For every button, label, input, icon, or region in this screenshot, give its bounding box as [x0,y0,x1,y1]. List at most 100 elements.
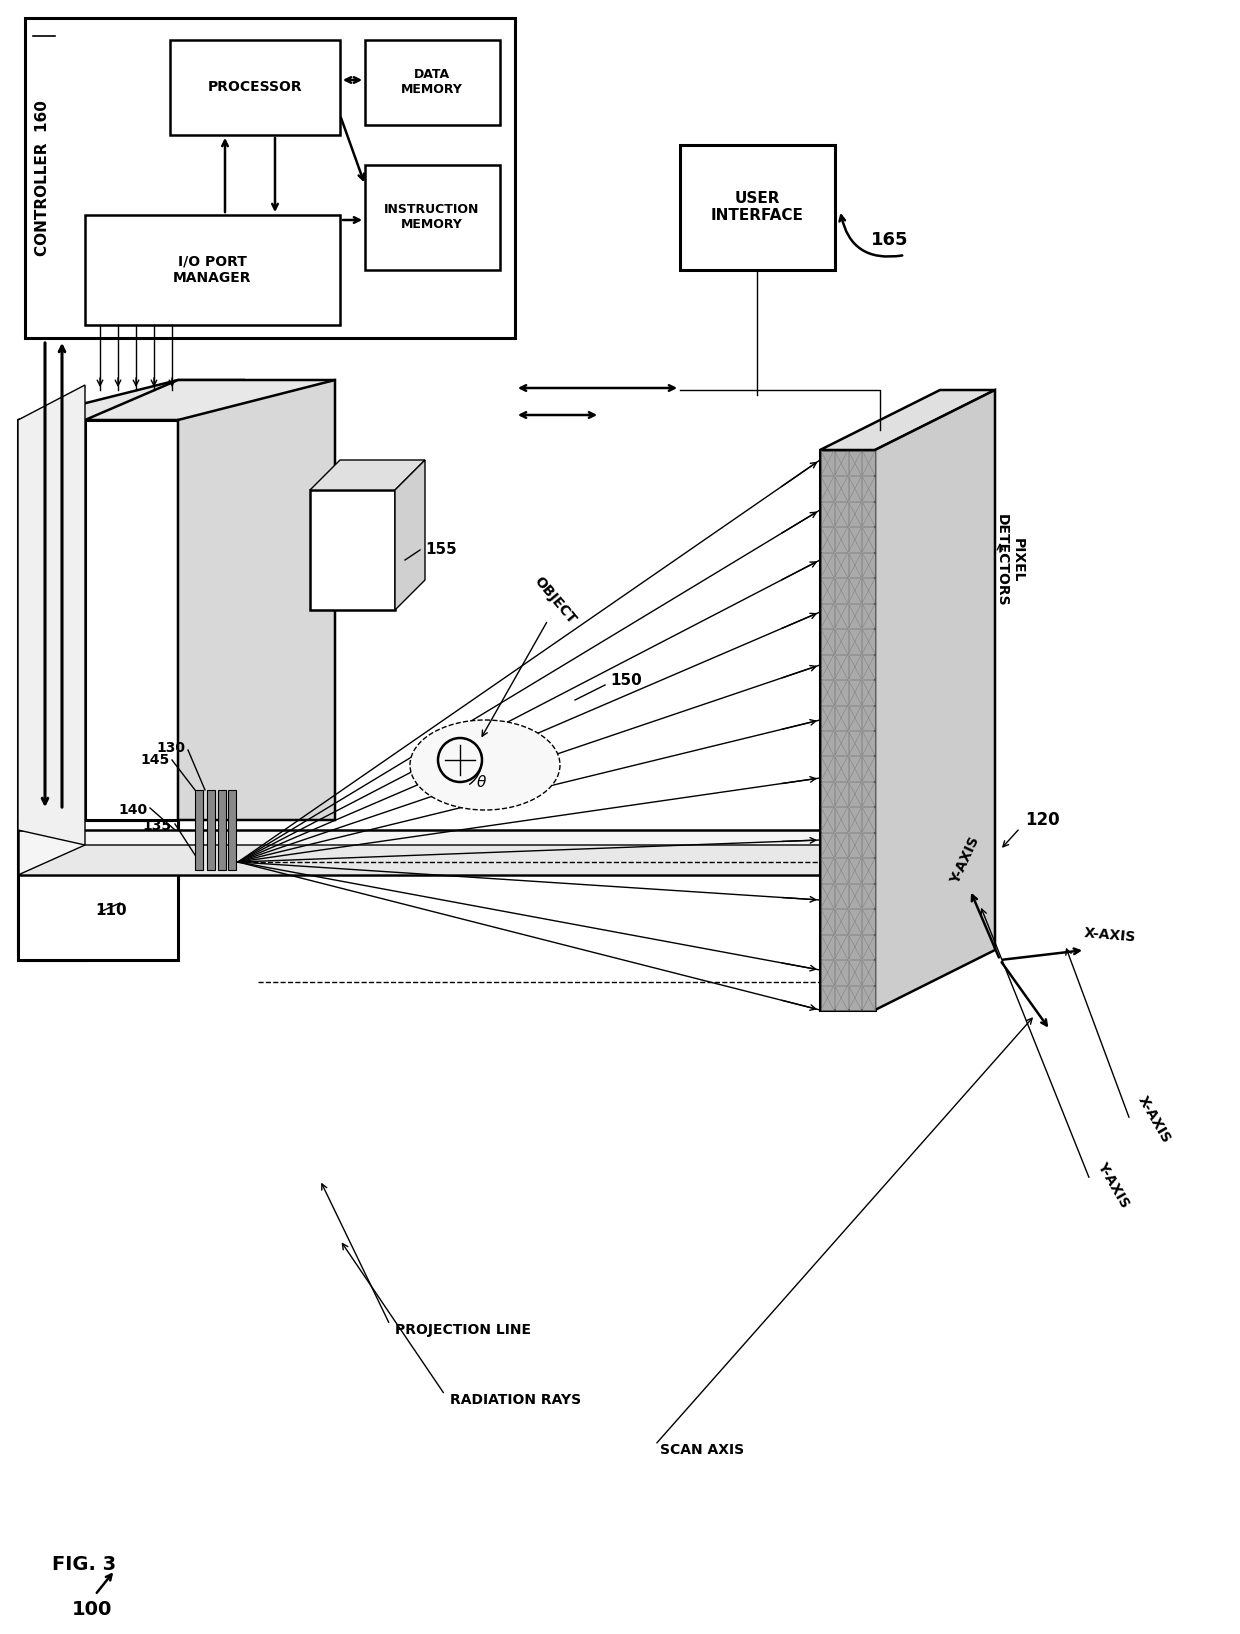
Bar [862,909,875,933]
Polygon shape [86,461,335,500]
Bar [862,451,875,475]
Bar [821,833,833,858]
Bar [862,680,875,704]
Polygon shape [207,789,215,869]
Bar [835,502,847,526]
Text: X-AXIS: X-AXIS [1084,926,1137,944]
Text: CONTROLLER  160: CONTROLLER 160 [36,100,51,257]
Text: 140: 140 [119,802,148,817]
Bar [821,629,833,654]
Polygon shape [19,830,870,874]
Bar [848,528,862,552]
Text: OBJECT: OBJECT [531,574,579,626]
Bar [835,985,847,1010]
Bar [821,858,833,882]
Bar [848,629,862,654]
Bar [835,655,847,680]
Bar [862,730,875,755]
Bar [821,528,833,552]
Polygon shape [19,381,246,420]
Polygon shape [19,845,940,874]
Bar [862,985,875,1010]
Bar [848,909,862,933]
Text: 130: 130 [156,740,185,755]
Bar [848,706,862,730]
Text: RADIATION RAYS: RADIATION RAYS [450,1394,582,1407]
Bar [835,935,847,959]
Text: 150: 150 [610,673,642,688]
Bar [848,680,862,704]
Bar [862,935,875,959]
Bar [835,757,847,781]
Bar [848,858,862,882]
Bar [835,884,847,909]
Bar [862,833,875,858]
Text: 145: 145 [141,753,170,766]
Polygon shape [228,789,236,869]
Bar [835,706,847,730]
Bar [848,655,862,680]
Bar [835,477,847,502]
Bar [821,680,833,704]
Polygon shape [179,381,335,820]
Bar [862,629,875,654]
Text: INSTRUCTION
MEMORY: INSTRUCTION MEMORY [384,203,480,230]
Bar [821,578,833,603]
Text: 100: 100 [72,1600,113,1619]
Bar [86,216,340,325]
Polygon shape [875,391,994,1010]
Bar [848,757,862,781]
Bar [821,706,833,730]
Bar [365,39,500,124]
Bar [821,985,833,1010]
Polygon shape [86,500,246,560]
Bar [25,18,515,338]
Bar [862,603,875,627]
Polygon shape [396,461,425,609]
Bar [365,165,500,270]
Bar [170,39,340,136]
Bar [862,578,875,603]
Bar [680,145,835,270]
Text: DATA
MEMORY: DATA MEMORY [401,69,463,96]
Text: 135: 135 [143,819,172,833]
Bar [835,833,847,858]
Bar [835,603,847,627]
Bar [821,783,833,806]
Text: PROJECTION LINE: PROJECTION LINE [396,1324,531,1337]
Bar [835,730,847,755]
Text: Y-AXIS: Y-AXIS [1095,1160,1132,1211]
Polygon shape [86,381,335,420]
Bar [821,909,833,933]
Bar [848,451,862,475]
Bar [862,552,875,577]
Bar [821,961,833,985]
Polygon shape [86,420,179,820]
Bar [821,807,833,832]
Text: 165: 165 [872,230,909,248]
Bar [821,502,833,526]
Polygon shape [195,789,203,869]
Bar [862,783,875,806]
Bar [848,477,862,502]
Bar [848,502,862,526]
Bar [862,884,875,909]
Bar [835,578,847,603]
Polygon shape [310,461,425,490]
Bar [821,552,833,577]
Bar [848,783,862,806]
Polygon shape [19,820,179,961]
Text: 120: 120 [1025,810,1060,828]
Bar [862,655,875,680]
Bar [821,935,833,959]
Bar [835,528,847,552]
Bar [835,629,847,654]
Text: PROCESSOR: PROCESSOR [207,80,303,95]
Bar [835,451,847,475]
Bar [862,757,875,781]
Polygon shape [19,420,86,961]
Bar [862,858,875,882]
Bar [848,578,862,603]
Text: X-AXIS: X-AXIS [1135,1095,1173,1145]
Bar [835,552,847,577]
